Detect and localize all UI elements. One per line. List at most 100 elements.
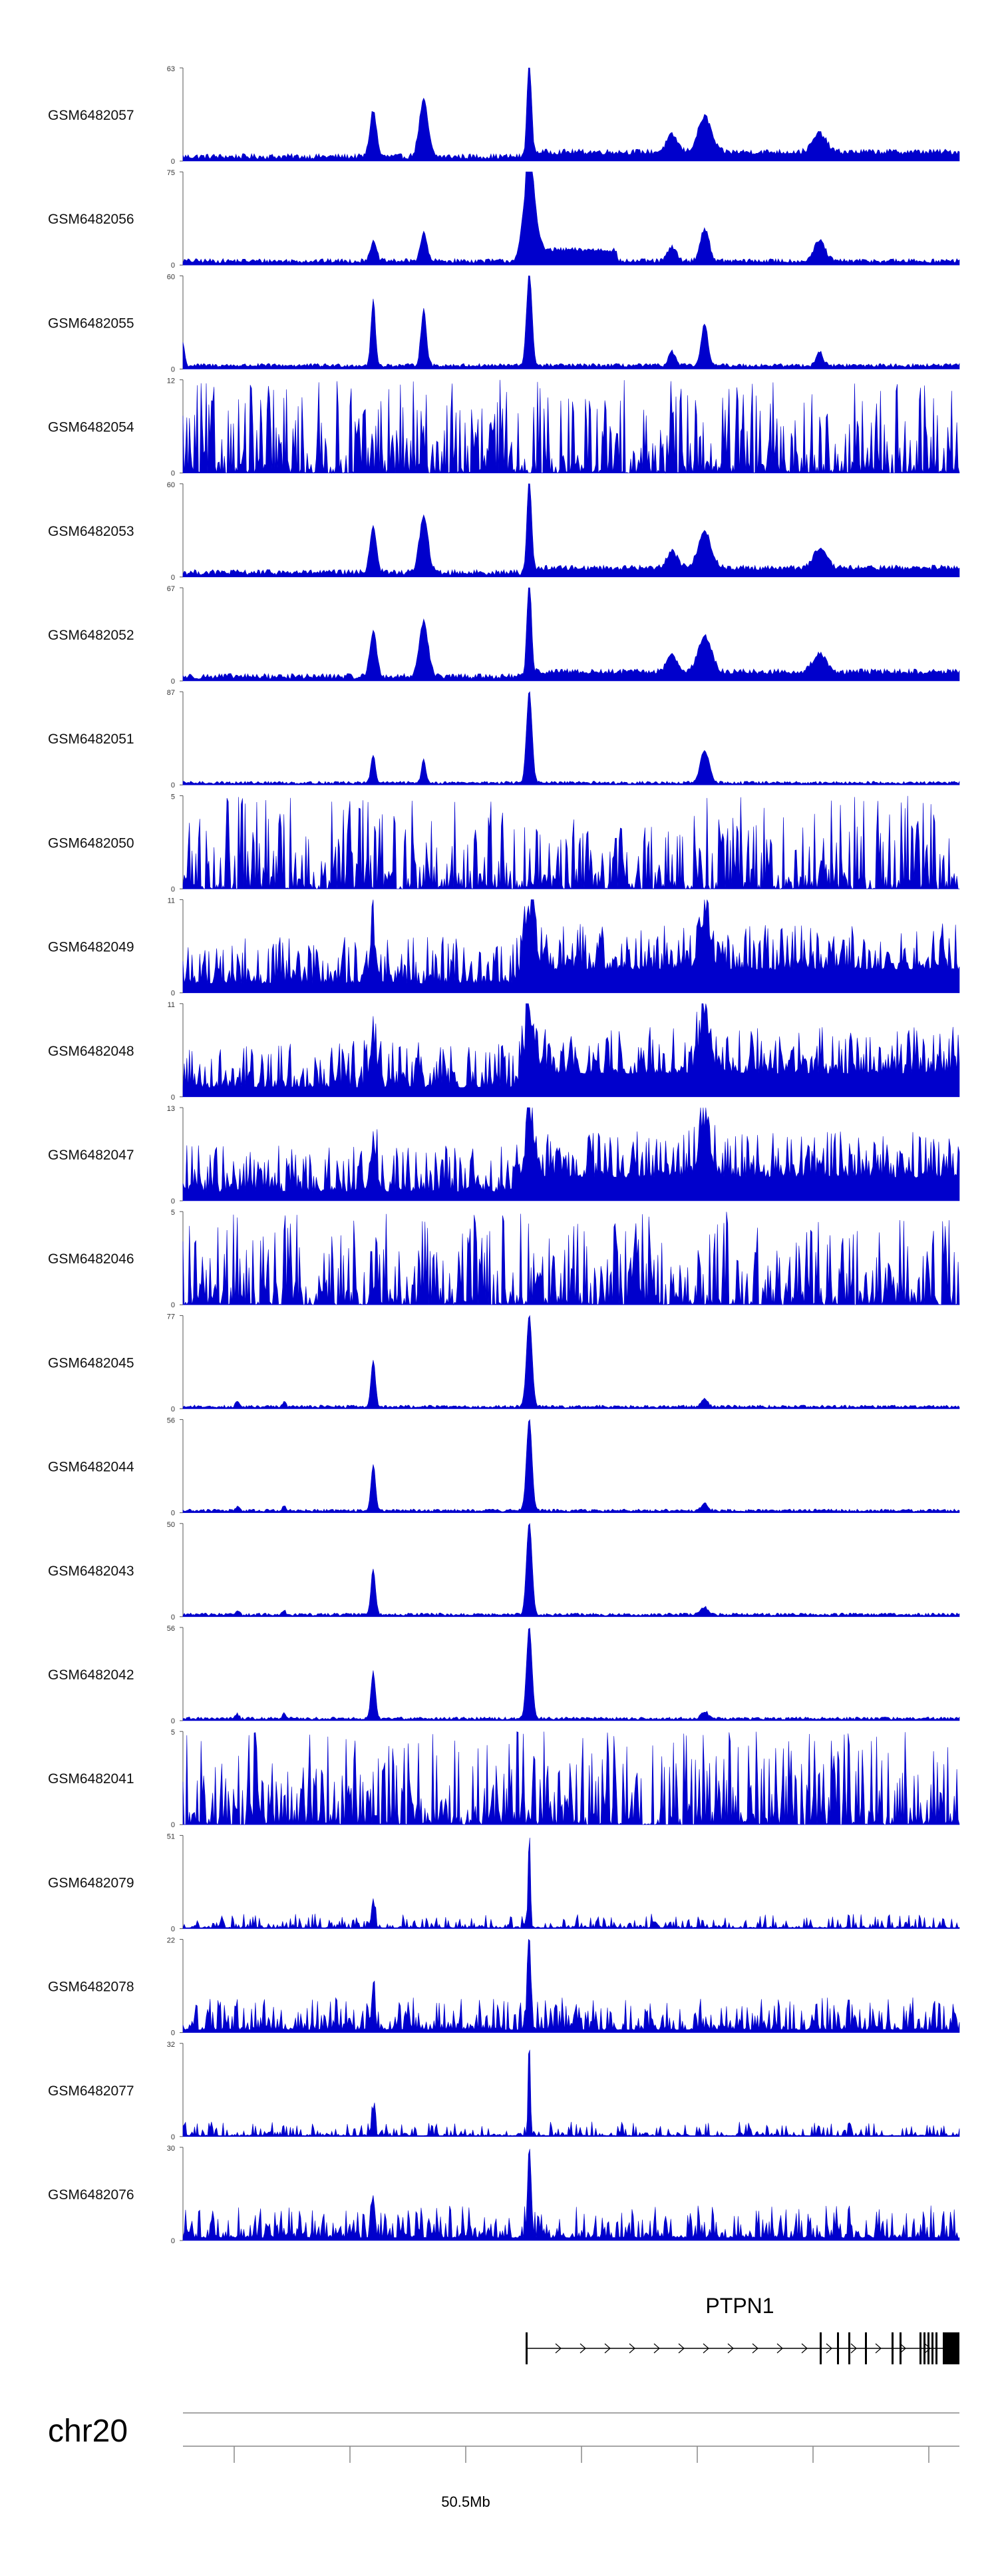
track-label: GSM6482050 bbox=[48, 835, 134, 851]
track-GSM6482076: GSM6482076 30 0 bbox=[48, 2145, 960, 2245]
track-ymax-label: 56 bbox=[167, 1625, 175, 1633]
track-ymin-label: 0 bbox=[171, 1301, 175, 1309]
track-signal-area bbox=[182, 691, 960, 785]
chromosome-label: chr20 bbox=[48, 2414, 128, 2449]
gene-model-ptpn1 bbox=[526, 2332, 959, 2364]
track-label: GSM6482055 bbox=[48, 316, 134, 331]
track-GSM6482054: GSM6482054 12 0 bbox=[48, 377, 960, 478]
track-signal-area bbox=[182, 1938, 960, 2033]
track-signal-area bbox=[182, 1418, 960, 1513]
axis-tick-label: 50.5Mb bbox=[441, 2493, 490, 2510]
track-ymin-label: 0 bbox=[171, 1405, 175, 1413]
track-signal-area bbox=[182, 587, 960, 682]
strand-arrow bbox=[678, 2343, 685, 2354]
track-ymax-label: 5 bbox=[171, 1729, 175, 1737]
track-signal-area bbox=[182, 1315, 960, 1409]
track-signal-area bbox=[182, 379, 960, 474]
gene-exon bbox=[848, 2332, 850, 2364]
gene-exon bbox=[865, 2332, 867, 2364]
track-signal-area bbox=[182, 2049, 960, 2137]
gene-exon bbox=[923, 2332, 925, 2364]
chromosome-axis: chr20 50.5Mb bbox=[48, 2412, 959, 2510]
track-ymax-label: 60 bbox=[167, 481, 175, 489]
track-ymax-label: 13 bbox=[167, 1105, 175, 1113]
track-signal-area bbox=[182, 795, 960, 890]
track-signal-area bbox=[182, 899, 960, 993]
track-GSM6482042: GSM6482042 56 0 bbox=[48, 1625, 960, 1725]
track-ymax-label: 5 bbox=[171, 793, 175, 801]
track-signal-area bbox=[182, 1107, 960, 1201]
track-ymax-label: 51 bbox=[167, 1832, 175, 1840]
track-GSM6482048: GSM6482048 11 0 bbox=[48, 1001, 960, 1102]
track-signal-area bbox=[182, 1837, 960, 1929]
strand-arrow bbox=[801, 2343, 808, 2354]
track-ymax-label: 87 bbox=[167, 689, 175, 697]
track-ymax-label: 77 bbox=[167, 1313, 175, 1321]
track-ymax-label: 30 bbox=[167, 2145, 175, 2153]
signal-tracks: GSM6482057630GSM6482056750GSM6482055600G… bbox=[48, 65, 960, 2245]
strand-arrow bbox=[924, 2343, 931, 2354]
track-label: GSM6482045 bbox=[48, 1355, 134, 1371]
track-ymax-label: 22 bbox=[167, 1937, 175, 1945]
track-label: GSM6482046 bbox=[48, 1251, 134, 1267]
track-GSM6482046: GSM6482046 5 0 bbox=[48, 1209, 960, 1309]
track-GSM6482044: GSM6482044 56 0 bbox=[48, 1417, 960, 1518]
track-ymin-label: 0 bbox=[171, 2237, 175, 2245]
track-label: GSM6482044 bbox=[48, 1460, 134, 1475]
track-label: GSM6482076 bbox=[48, 2187, 134, 2203]
gene-utr-exon bbox=[943, 2332, 959, 2364]
track-GSM6482056: GSM6482056 75 0 bbox=[48, 169, 960, 270]
track-ymin-label: 0 bbox=[171, 2133, 175, 2141]
track-signal-area bbox=[182, 1211, 960, 1306]
gene-exon bbox=[837, 2332, 839, 2364]
track-GSM6482055: GSM6482055 60 0 bbox=[48, 273, 960, 373]
strand-arrow bbox=[653, 2343, 660, 2354]
track-ymin-label: 0 bbox=[171, 365, 175, 373]
track-ymax-label: 60 bbox=[167, 273, 175, 281]
track-ymin-label: 0 bbox=[171, 1821, 175, 1829]
track-ymin-label: 0 bbox=[171, 262, 175, 270]
track-GSM6482051: GSM6482051 87 0 bbox=[48, 689, 960, 789]
gene-exon bbox=[526, 2332, 528, 2364]
track-ymax-label: 12 bbox=[167, 377, 175, 385]
track-label: GSM6482043 bbox=[48, 1564, 134, 1579]
track-ymax-label: 56 bbox=[167, 1417, 175, 1425]
track-GSM6482049: GSM6482049 11 0 bbox=[48, 897, 960, 998]
track-label: GSM6482054 bbox=[48, 420, 134, 435]
axis-lines bbox=[183, 2412, 959, 2463]
track-ymax-label: 5 bbox=[171, 1209, 175, 1217]
track-GSM6482053: GSM6482053 60 0 bbox=[48, 481, 960, 582]
track-ymin-label: 0 bbox=[171, 990, 175, 998]
gene-track: PTPN1 bbox=[526, 2294, 959, 2364]
track-signal-area bbox=[182, 2149, 960, 2241]
strand-arrow bbox=[900, 2343, 906, 2354]
track-ymax-label: 63 bbox=[167, 65, 175, 73]
track-ymax-label: 50 bbox=[167, 1521, 175, 1529]
track-GSM6482077: GSM6482077 32 0 bbox=[48, 2041, 960, 2141]
strand-arrow bbox=[850, 2343, 857, 2354]
strand-arrow bbox=[555, 2343, 562, 2354]
track-GSM6482047: GSM6482047 13 0 bbox=[48, 1105, 960, 1205]
gene-exon bbox=[935, 2332, 937, 2364]
track-ymax-label: 11 bbox=[168, 897, 175, 905]
track-GSM6482052: GSM6482052 67 0 bbox=[48, 585, 960, 686]
track-ymax-label: 11 bbox=[168, 1001, 175, 1009]
track-signal-area bbox=[182, 1003, 960, 1098]
track-ymin-label: 0 bbox=[171, 1094, 175, 1102]
track-ymin-label: 0 bbox=[171, 678, 175, 686]
track-label: GSM6482053 bbox=[48, 524, 134, 539]
track-label: GSM6482078 bbox=[48, 1980, 134, 1995]
track-signal-area bbox=[182, 483, 960, 578]
strand-arrow bbox=[629, 2343, 635, 2354]
track-label: GSM6482056 bbox=[48, 212, 134, 227]
gene-exon bbox=[919, 2332, 921, 2364]
track-label: GSM6482051 bbox=[48, 732, 134, 747]
track-label: GSM6482049 bbox=[48, 940, 134, 955]
track-signal-area bbox=[182, 171, 960, 266]
track-label: GSM6482077 bbox=[48, 2083, 134, 2099]
track-label: GSM6482041 bbox=[48, 1771, 134, 1787]
track-ymin-label: 0 bbox=[171, 158, 175, 166]
strand-arrow bbox=[776, 2343, 783, 2354]
gene-exon bbox=[820, 2332, 822, 2364]
strand-arrow bbox=[875, 2343, 882, 2354]
